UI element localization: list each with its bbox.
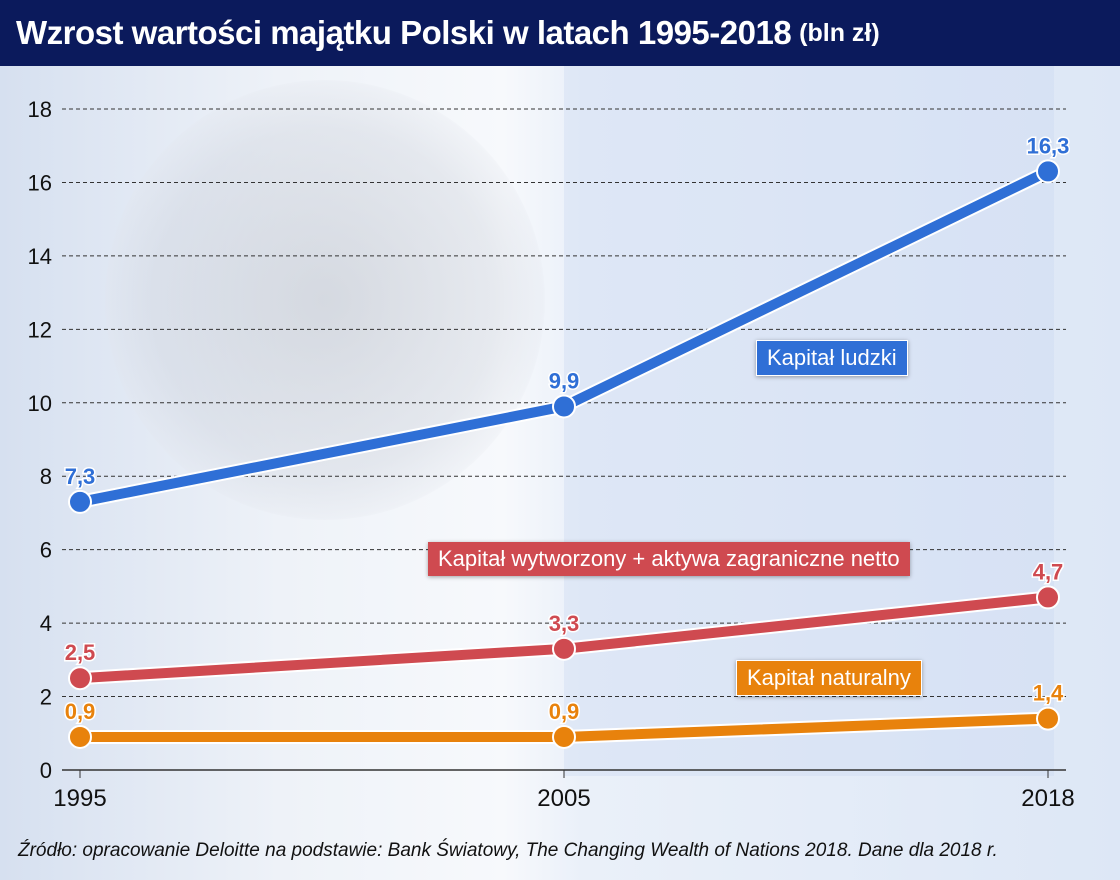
data-point — [1036, 585, 1060, 610]
data-point — [552, 636, 576, 661]
data-label: 4,7 — [1033, 559, 1064, 584]
data-label: 0,9 — [549, 699, 580, 724]
data-point — [68, 489, 92, 514]
legend-produced-capital: Kapitał wytworzony + aktywa zagraniczne … — [428, 542, 910, 576]
data-label: 2,5 — [65, 640, 96, 665]
chart-title: Wzrost wartości majątku Polski w latach … — [16, 14, 792, 51]
data-label: 1,4 — [1033, 681, 1064, 706]
data-point — [1036, 159, 1060, 184]
x-tick-label: 1995 — [53, 785, 106, 812]
y-tick-label: 10 — [28, 391, 52, 416]
y-tick-label: 18 — [28, 97, 52, 122]
y-tick-label: 6 — [40, 538, 52, 563]
data-label: 3,3 — [549, 611, 580, 636]
data-point — [1036, 706, 1060, 731]
data-point — [68, 724, 92, 749]
series-0: 7,3 9,9 16,3 — [63, 132, 1071, 514]
source-note: Źródło: opracowanie Deloitte na podstawi… — [18, 840, 998, 861]
y-tick-label: 12 — [28, 317, 52, 342]
y-tick-label: 14 — [28, 244, 52, 269]
legend-natural-capital: Kapitał naturalny — [736, 660, 922, 696]
y-tick-label: 8 — [40, 464, 52, 489]
data-point — [552, 724, 576, 749]
data-point — [68, 666, 92, 691]
series-lines: 7,3 9,9 16,3 2,5 3,3 4,7 0,9 0,9 1,4 — [63, 132, 1071, 749]
chart-header: Wzrost wartości majątku Polski w latach … — [0, 0, 1120, 66]
background-panel — [564, 66, 1054, 776]
x-tick-label: 2018 — [1021, 785, 1074, 812]
y-tick-label: 0 — [40, 758, 52, 783]
series-2: 0,9 0,9 1,4 — [63, 679, 1066, 749]
data-label: 9,9 — [549, 368, 580, 393]
series-line — [79, 166, 1051, 507]
data-label: 7,3 — [65, 464, 96, 489]
chart-unit: (bln zł) — [799, 18, 880, 47]
y-tick-label: 2 — [40, 685, 52, 710]
data-point — [552, 394, 576, 419]
x-tick-label: 2005 — [537, 785, 590, 812]
legend-human-capital: Kapitał ludzki — [756, 340, 908, 376]
data-label: 16,3 — [1027, 133, 1070, 158]
y-tick-label: 16 — [28, 170, 52, 195]
y-axis: 0 2 4 6 8 10 12 14 16 18 — [28, 97, 52, 783]
series-1: 2,5 3,3 4,7 — [63, 558, 1065, 691]
x-axis: 1995 2005 2018 — [53, 769, 1075, 812]
data-label: 0,9 — [65, 699, 96, 724]
y-tick-label: 4 — [40, 611, 52, 636]
